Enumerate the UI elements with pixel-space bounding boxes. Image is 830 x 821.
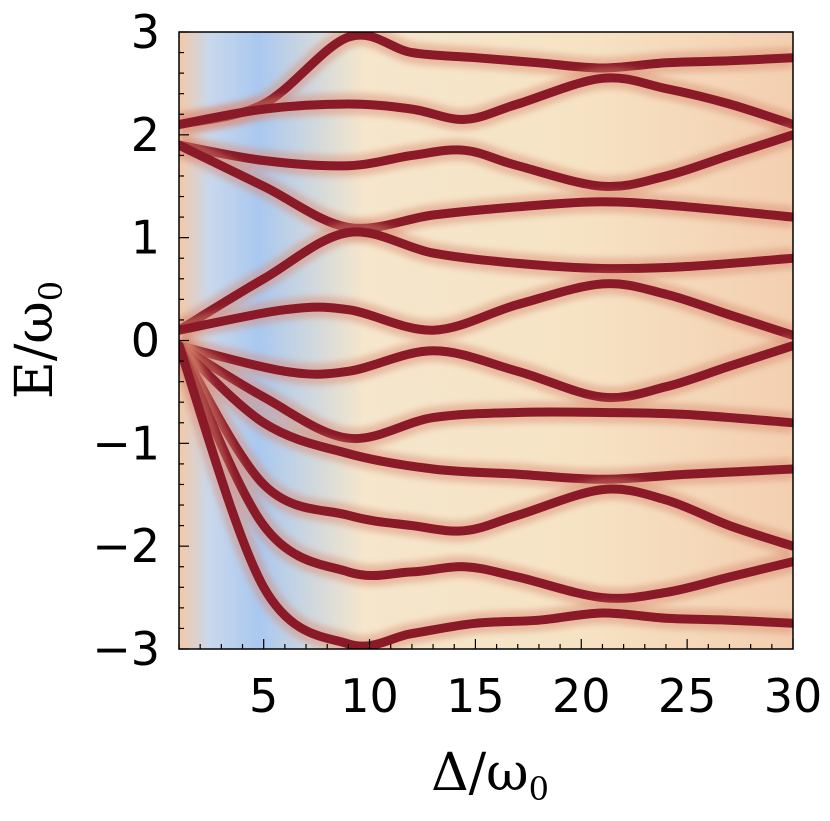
- y-tick-label: 0: [131, 314, 160, 368]
- y-tick-label: 3: [131, 5, 160, 59]
- band-9: [179, 341, 793, 484]
- band-11: [179, 341, 793, 603]
- x-tick-label: 5: [249, 669, 278, 723]
- band-7: [179, 341, 793, 403]
- band-3: [179, 130, 793, 192]
- band-2: [179, 73, 793, 129]
- x-tick-label: 20: [552, 669, 611, 723]
- band-5: [179, 227, 793, 335]
- band-4: [179, 140, 793, 233]
- x-tick-label: 30: [764, 669, 823, 723]
- x-tick-label: 25: [658, 669, 717, 723]
- y-tick-label: −2: [92, 519, 160, 573]
- band-12: [179, 341, 793, 649]
- y-axis-label-main: E/ω: [5, 301, 65, 399]
- band-6: [179, 279, 793, 340]
- x-axis-label-main: Δ/ω: [431, 743, 528, 803]
- y-axis: −3 −2 −1 0 1 2 3: [92, 5, 189, 676]
- band-8: [179, 341, 793, 444]
- band-1: [179, 32, 793, 129]
- x-tick-label: 10: [340, 669, 399, 723]
- y-tick-label: 2: [131, 108, 160, 162]
- y-tick-label: −1: [92, 416, 160, 470]
- x-axis: 5 10 15 20 25 30: [178, 639, 823, 723]
- x-tick-label: 15: [446, 669, 505, 723]
- y-axis-label-sub: 0: [32, 281, 70, 301]
- y-tick-label: −3: [92, 622, 160, 676]
- y-tick-label: 1: [131, 211, 160, 265]
- x-axis-label-sub: 0: [529, 770, 549, 808]
- band-layer: [179, 32, 793, 649]
- y-axis-label: E/ω0: [5, 281, 70, 399]
- x-axis-label: Δ/ω0: [431, 743, 549, 808]
- band-10: [179, 341, 793, 551]
